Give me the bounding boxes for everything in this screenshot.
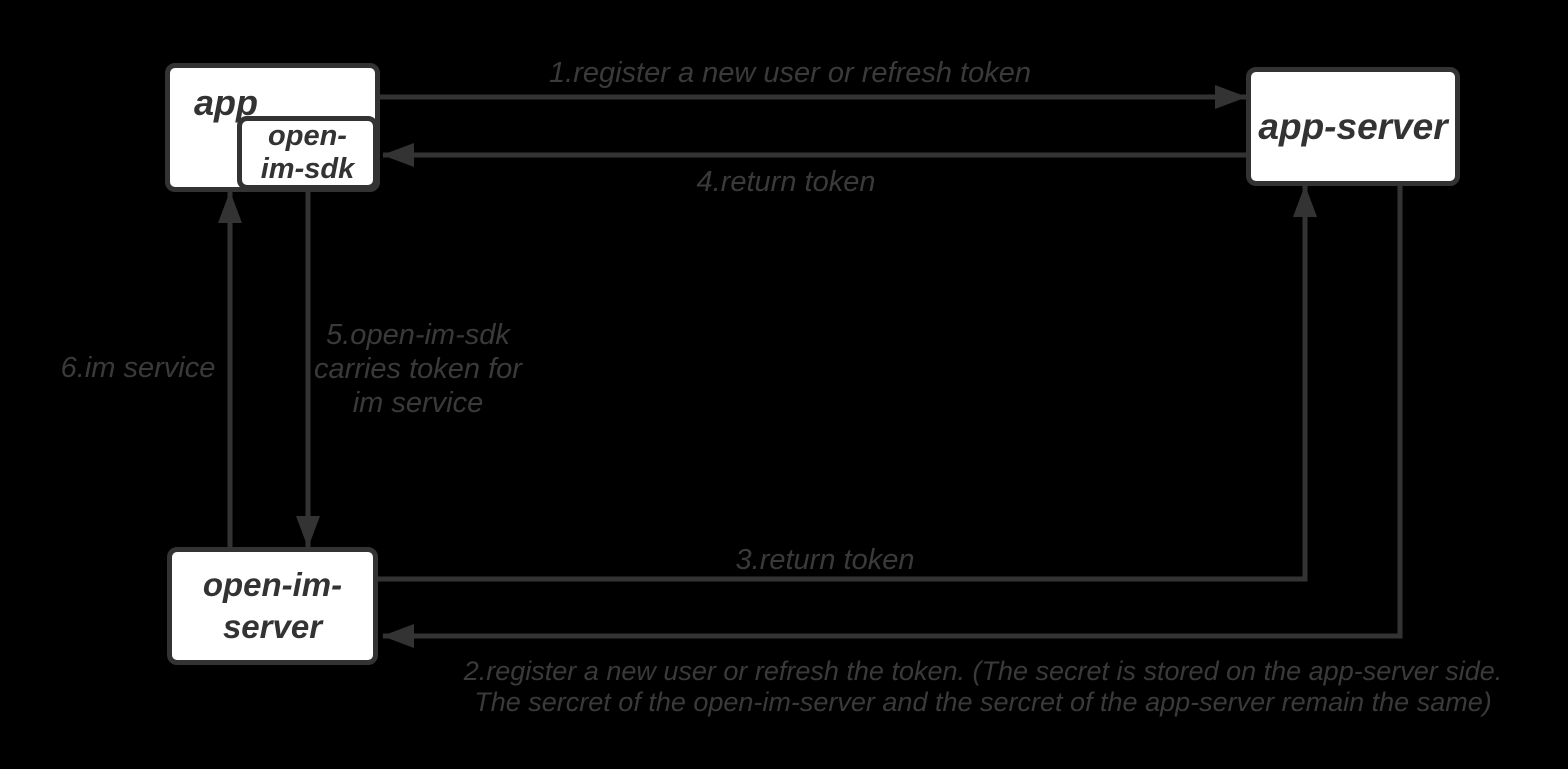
node-open-im-server-label: open-im- server <box>202 566 343 645</box>
edge-6-label: 6.im service <box>60 352 216 384</box>
edge-3-return-token-arrow <box>378 185 1317 582</box>
node-open-im-sdk-label: open- im-sdk <box>260 120 355 185</box>
edge-2-label: 2.register a new user or refresh the tok… <box>463 656 1503 717</box>
edge-1-label: 1.register a new user or refresh token <box>549 57 1031 89</box>
edge-5-label: 5.open-im-sdk carries token for im servi… <box>314 319 522 419</box>
edge-2-register-token-arrow <box>382 186 1403 648</box>
node-app-server-label: app-server <box>1258 105 1448 147</box>
node-open-im-server: open-im- server <box>167 547 378 665</box>
node-open-im-sdk: open- im-sdk <box>237 116 378 190</box>
node-app-server: app-server <box>1246 67 1460 186</box>
edge-4-label: 4.return token <box>696 166 876 198</box>
edge-3-label: 3.return token <box>735 544 915 576</box>
